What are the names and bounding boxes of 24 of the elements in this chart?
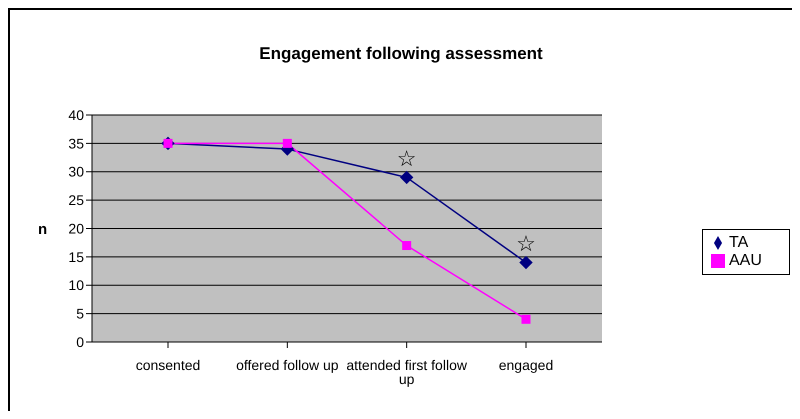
annotation: ☆	[516, 232, 536, 258]
y-tick-label: 0	[76, 334, 84, 350]
legend-label: AAU	[729, 252, 762, 269]
y-tick-label: 5	[76, 306, 84, 322]
y-tick-label: 40	[68, 106, 84, 123]
x-tick-label: attended first follow up	[346, 356, 468, 387]
x-tick-label: consented	[136, 356, 200, 373]
y-tick-label: 20	[68, 220, 84, 236]
point	[522, 314, 530, 324]
y-tick-label: 30	[68, 164, 84, 180]
x-tick-label: offered follow up	[236, 356, 339, 373]
point	[400, 170, 414, 184]
y-tick-label: 35	[68, 135, 84, 152]
point	[402, 241, 412, 250]
legend-label: TA	[729, 234, 748, 251]
y-tick-label: 25	[68, 192, 84, 208]
point	[282, 138, 292, 148]
x-tick-label: engaged	[498, 356, 554, 373]
y-tick-label: 15	[68, 248, 84, 265]
point	[520, 256, 532, 270]
chart-title: Engagement following assessment	[258, 43, 544, 64]
y-axis-title: n	[38, 220, 48, 238]
annotation: ☆	[396, 146, 417, 172]
y-tick-label: 10	[68, 277, 84, 294]
